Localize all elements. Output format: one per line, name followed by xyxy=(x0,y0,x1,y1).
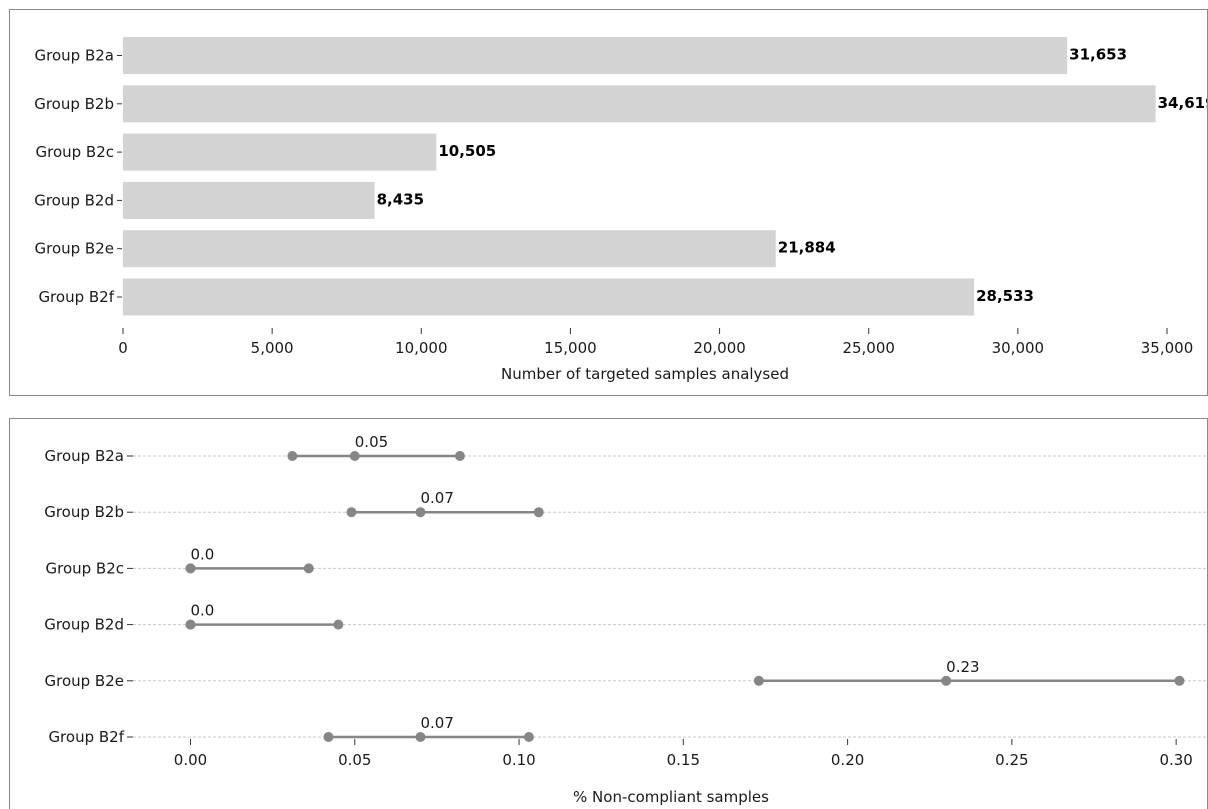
y-tick-label: Group B2d xyxy=(44,616,124,634)
upper-bound-point xyxy=(533,507,544,518)
x-tick-label: 30,000 xyxy=(992,339,1045,357)
y-tick-label: Group B2f xyxy=(38,288,114,306)
x-tick-label: 20,000 xyxy=(693,339,746,357)
x-tick-label: 10,000 xyxy=(395,339,448,357)
lower-bound-point xyxy=(753,675,764,686)
x-tick-label: 0.15 xyxy=(667,751,700,769)
upper-bound-point xyxy=(303,563,314,574)
x-tick-label: 0.30 xyxy=(1159,751,1192,769)
y-tick-label: Group B2e xyxy=(35,240,115,258)
upper-bound-point xyxy=(523,732,534,742)
upper-bound-point xyxy=(333,619,344,630)
estimate-point xyxy=(185,563,196,574)
bar-5 xyxy=(123,230,776,268)
x-axis-label: Number of targeted samples analysed xyxy=(501,365,789,383)
x-tick-label: 25,000 xyxy=(842,339,895,357)
bar-value-label: 10,505 xyxy=(438,142,496,160)
x-tick-label: 0.25 xyxy=(995,751,1028,769)
point-value-label: 0.07 xyxy=(420,714,453,732)
point-value-label: 0.07 xyxy=(420,489,453,507)
x-tick-label: 0.05 xyxy=(338,751,371,769)
bar-value-label: 31,653 xyxy=(1069,46,1127,64)
bar-1 xyxy=(123,37,1068,74)
bar-2 xyxy=(123,85,1156,123)
y-tick-label: Group B2a xyxy=(35,47,114,65)
estimate-point xyxy=(415,507,426,518)
x-tick-label: 35,000 xyxy=(1141,339,1194,357)
bar-3 xyxy=(123,133,437,171)
y-tick-label: Group B2c xyxy=(45,559,124,577)
y-tick-label: Group B2b xyxy=(44,503,124,521)
point-value-label: 0.0 xyxy=(190,545,214,563)
bar-6 xyxy=(123,278,975,316)
upper-bound-point xyxy=(454,451,465,461)
lower-bound-point xyxy=(346,507,357,518)
non-compliant-svg: Group B2a 0.05 Group B2b 0.07 Group B2c 0.0 Gr… xyxy=(44,433,1207,806)
bar-4 xyxy=(123,181,375,219)
bar-value-label: 21,884 xyxy=(778,239,836,257)
x-tick-label: 0.20 xyxy=(831,751,864,769)
targeted-samples-chart: Group B2a 31,653 Group B2b 34,619 Group B2c 1… xyxy=(9,9,1208,396)
targeted-samples-svg: Group B2a 31,653 Group B2b 34,619 Group B2c 1… xyxy=(34,37,1208,383)
y-tick-label: Group B2f xyxy=(48,728,124,746)
bar-value-label: 8,435 xyxy=(377,190,424,208)
y-tick-label: Group B2a xyxy=(45,447,124,465)
estimate-point xyxy=(941,675,952,686)
bar-value-label: 28,533 xyxy=(976,287,1034,305)
y-tick-label: Group B2d xyxy=(34,191,114,209)
y-tick-label: Group B2c xyxy=(35,143,114,161)
lower-bound-point xyxy=(323,732,334,742)
x-axis-label: % Non-compliant samples xyxy=(573,788,769,806)
estimate-point xyxy=(349,451,360,461)
estimate-point xyxy=(415,732,426,742)
point-value-label: 0.0 xyxy=(190,602,214,620)
x-tick-label: 0 xyxy=(118,339,128,357)
point-value-label: 0.23 xyxy=(946,658,979,676)
non-compliant-chart: Group B2a 0.05 Group B2b 0.07 Group B2c 0.0 Gr… xyxy=(9,418,1208,809)
upper-bound-point xyxy=(1174,675,1185,686)
lower-bound-point xyxy=(287,451,298,461)
y-tick-label: Group B2e xyxy=(45,672,125,690)
estimate-point xyxy=(185,619,196,630)
x-tick-label: 15,000 xyxy=(544,339,597,357)
bar-value-label: 34,619 xyxy=(1158,94,1208,112)
point-value-label: 0.05 xyxy=(355,433,388,451)
x-tick-label: 0.00 xyxy=(174,751,207,769)
y-tick-label: Group B2b xyxy=(34,95,114,113)
x-tick-label: 0.10 xyxy=(502,751,535,769)
x-tick-label: 5,000 xyxy=(251,339,294,357)
